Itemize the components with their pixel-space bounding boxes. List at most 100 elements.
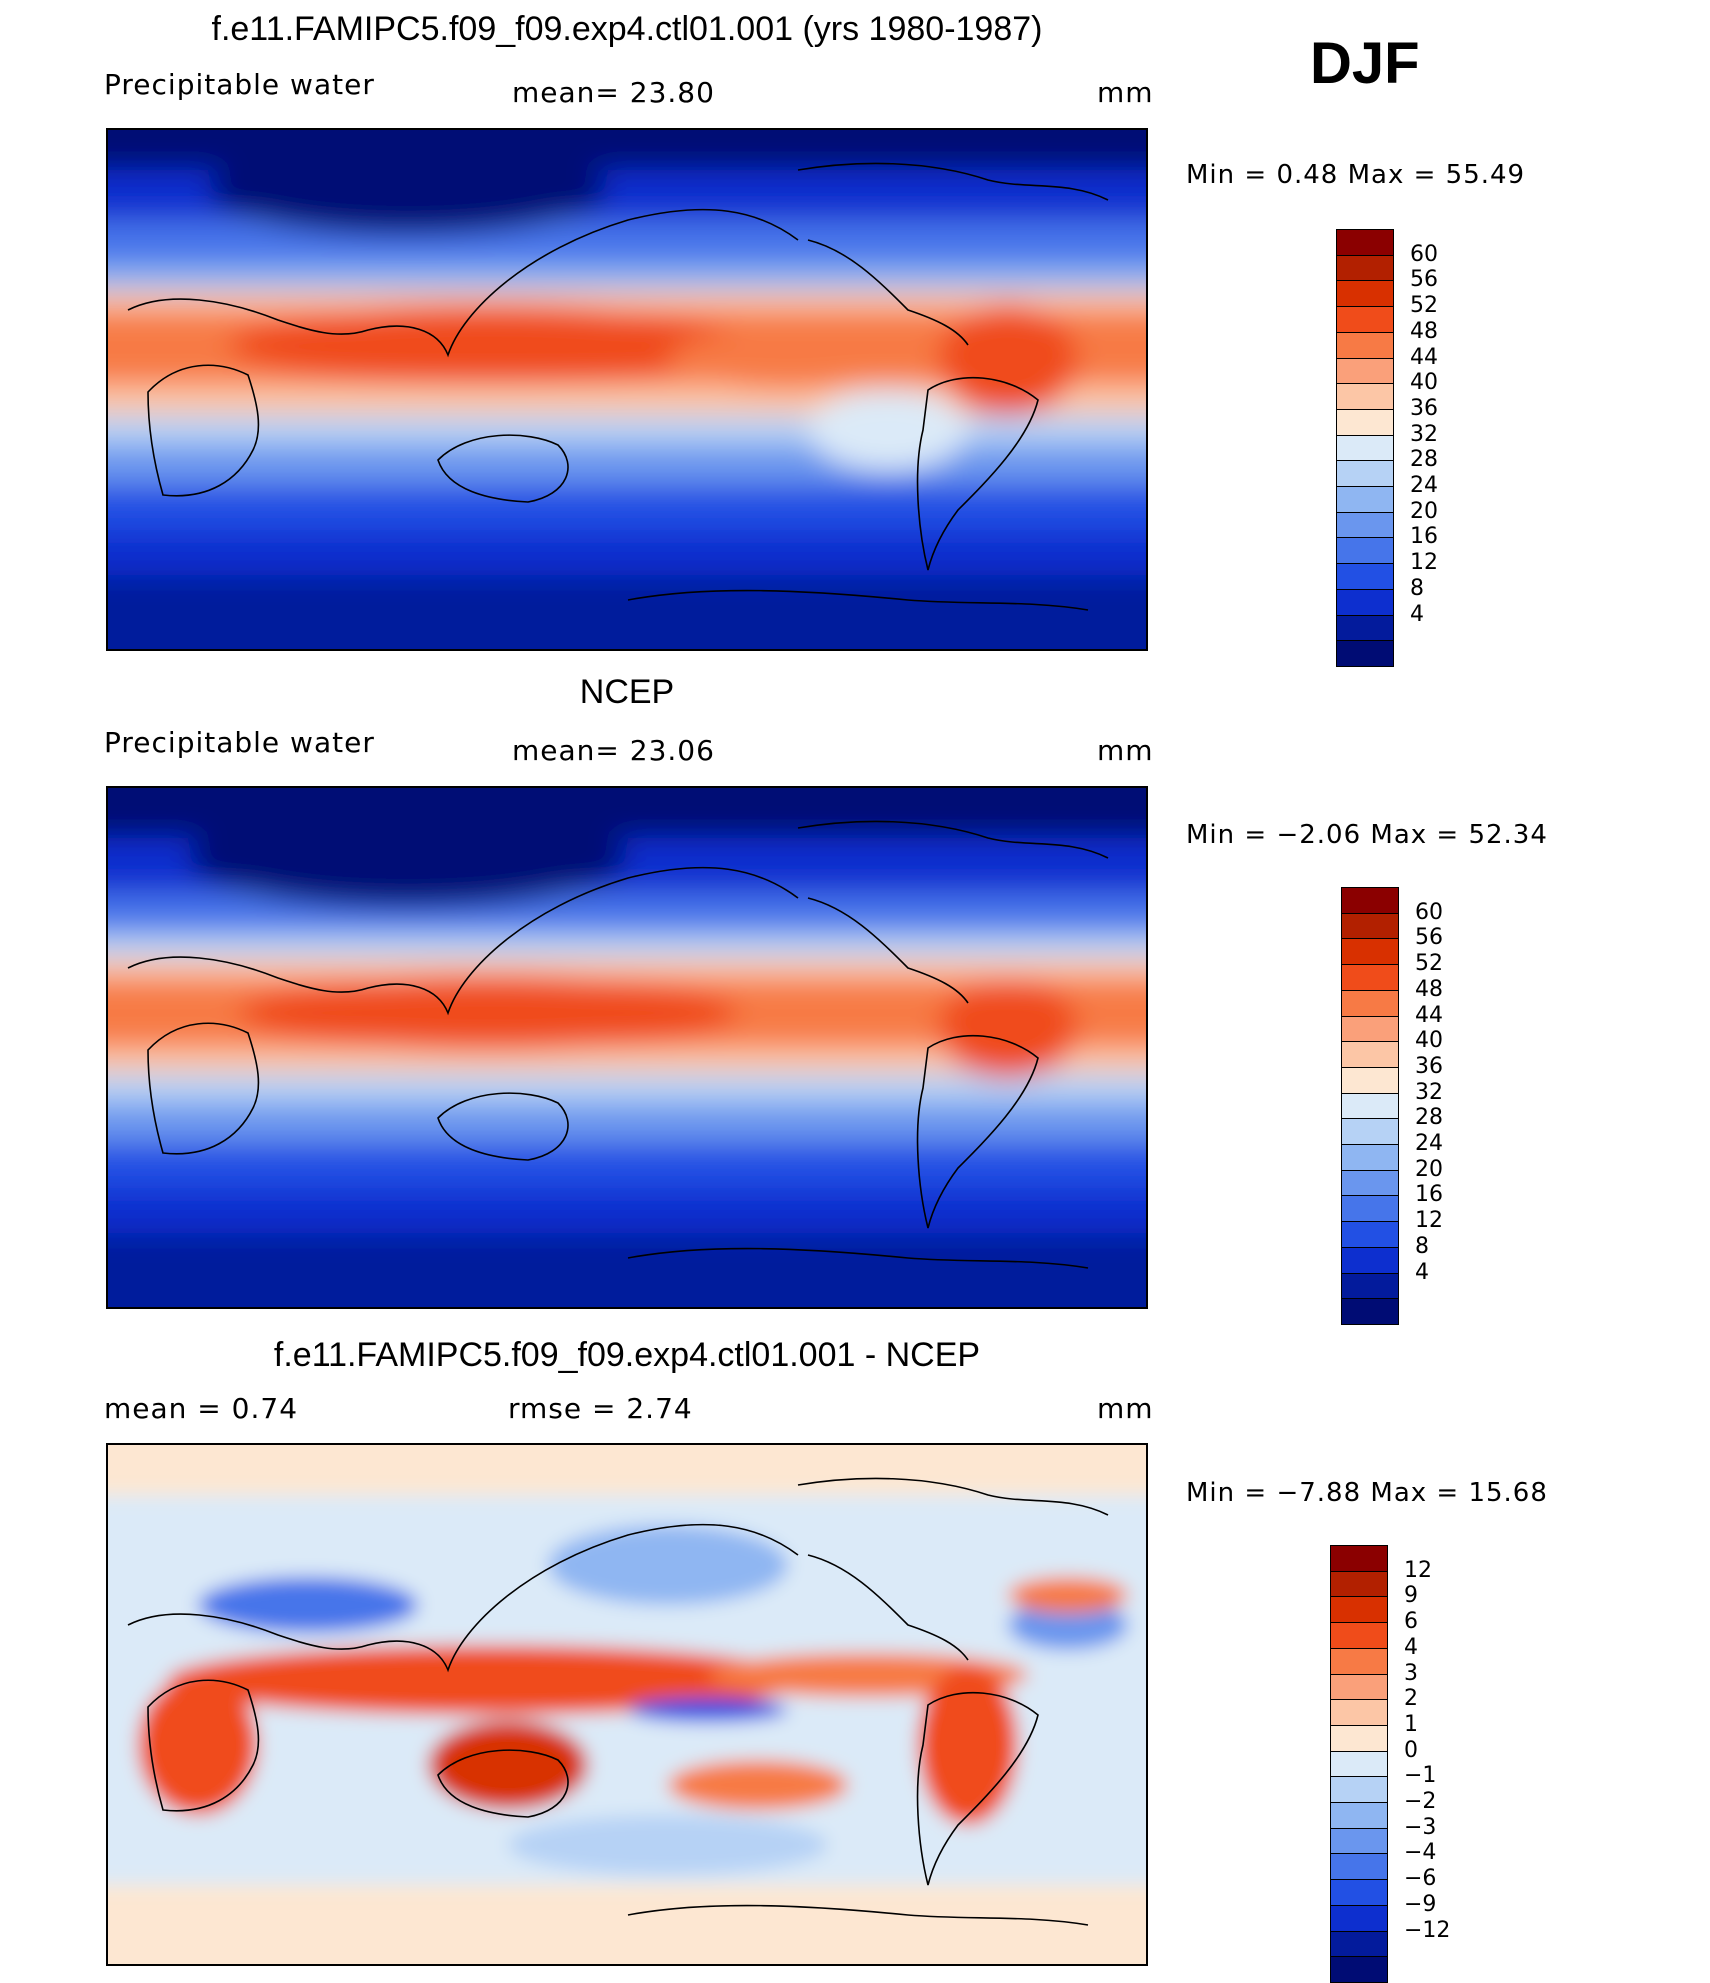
colorbar-label: 48 <box>1410 318 1438 344</box>
colorbar-label: 36 <box>1415 1053 1443 1079</box>
colorbar-label: 12 <box>1410 550 1438 576</box>
colorbar-swatch <box>1341 938 1399 966</box>
colorbar-swatch <box>1341 1118 1399 1145</box>
colorbar-swatch <box>1330 1853 1388 1881</box>
colorbar-label: −9 <box>1404 1891 1437 1917</box>
colorbar-swatch <box>1341 964 1399 991</box>
panel-2-title: NCEP <box>579 673 675 711</box>
colorbar-swatch <box>1341 1195 1399 1223</box>
colorbar-label: 60 <box>1410 241 1438 267</box>
colorbar-label: 12 <box>1415 1208 1443 1234</box>
colorbar-swatch <box>1330 1647 1388 1675</box>
colorbar-swatch <box>1330 1724 1388 1752</box>
panel-2-map-svg <box>108 788 1146 1307</box>
colorbar-label: 48 <box>1415 976 1443 1002</box>
colorbar-swatch <box>1330 1879 1388 1906</box>
panel-1-mean-label: mean= 23.80 <box>512 76 715 109</box>
colorbar-label: 32 <box>1410 421 1438 447</box>
colorbar-label: 6 <box>1404 1609 1418 1635</box>
colorbar-label: −1 <box>1404 1763 1437 1789</box>
colorbar-label: 44 <box>1410 344 1438 370</box>
colorbar-swatch <box>1336 434 1394 462</box>
colorbar-label: 4 <box>1410 601 1424 627</box>
colorbar-swatch <box>1330 1750 1388 1778</box>
colorbar-label: 8 <box>1415 1233 1429 1259</box>
panel-3-mean-label: mean = 0.74 <box>104 1392 299 1425</box>
colorbar-label: 52 <box>1415 951 1443 977</box>
panel-2-units: mm <box>1097 734 1154 767</box>
colorbar-label: 28 <box>1410 447 1438 473</box>
colorbar-swatch <box>1341 912 1399 940</box>
colorbar-swatch <box>1341 1066 1399 1094</box>
colorbar-label: 16 <box>1410 524 1438 550</box>
colorbar-swatch <box>1341 1221 1399 1248</box>
colorbar-label: 56 <box>1410 267 1438 293</box>
colorbar-label: 16 <box>1415 1182 1443 1208</box>
colorbar-swatch <box>1341 1041 1399 1068</box>
colorbar-swatch <box>1341 887 1399 914</box>
colorbar-swatch <box>1336 563 1394 590</box>
colorbar-swatch <box>1330 1622 1388 1649</box>
colorbar-swatch <box>1336 280 1394 308</box>
colorbar-label: 4 <box>1415 1259 1429 1285</box>
colorbar-swatch <box>1336 229 1394 256</box>
colorbar-swatch <box>1330 1827 1388 1855</box>
colorbar-swatch <box>1330 1596 1388 1624</box>
colorbar-label: 1 <box>1404 1711 1418 1737</box>
colorbar-swatch <box>1336 306 1394 333</box>
colorbar-label: 0 <box>1404 1737 1418 1763</box>
panel-3-units: mm <box>1097 1392 1154 1425</box>
colorbar-swatch <box>1330 1545 1388 1572</box>
panel-1-title: f.e11.FAMIPC5.f09_f09.exp4.ctl01.001 (yr… <box>211 10 1043 48</box>
colorbar-swatch <box>1341 989 1399 1017</box>
colorbar-label: 3 <box>1404 1660 1418 1686</box>
panel-1-units: mm <box>1097 76 1154 109</box>
colorbar-label: 24 <box>1410 473 1438 498</box>
colorbar-swatch <box>1336 537 1394 565</box>
colorbar-swatch <box>1336 357 1394 385</box>
panel-3-title: f.e11.FAMIPC5.f09_f09.exp4.ctl01.001 - N… <box>273 1336 981 1374</box>
colorbar-swatch <box>1336 331 1394 359</box>
colorbar-swatch <box>1330 1776 1388 1803</box>
colorbar-swatch <box>1341 1015 1399 1043</box>
colorbar-label: 24 <box>1415 1131 1443 1156</box>
colorbar-swatch <box>1336 614 1394 642</box>
colorbar-swatch <box>1336 588 1394 616</box>
colorbar-swatch <box>1330 1904 1388 1932</box>
panel-1-minmax: Min = 0.48 Max = 55.49 <box>1186 160 1526 190</box>
colorbar-label: 9 <box>1404 1583 1418 1609</box>
colorbar-swatch <box>1336 640 1394 667</box>
panel-1-variable-label: Precipitable water <box>104 68 375 101</box>
colorbar-swatch <box>1336 408 1394 436</box>
colorbar-label: 20 <box>1410 498 1438 524</box>
panel-3-map <box>106 1443 1148 1966</box>
colorbar-label: 12 <box>1404 1557 1432 1583</box>
colorbar-swatch <box>1341 1246 1399 1274</box>
colorbar-swatch <box>1336 254 1394 282</box>
panel-3-map-svg <box>108 1445 1146 1964</box>
panel-2-minmax: Min = −2.06 Max = 52.34 <box>1186 820 1548 850</box>
colorbar-swatch <box>1336 511 1394 539</box>
colorbar-label: 2 <box>1404 1686 1418 1712</box>
panel-1-map <box>106 128 1148 651</box>
panel-3-minmax: Min = −7.88 Max = 15.68 <box>1186 1478 1548 1508</box>
colorbar-swatch <box>1341 1144 1399 1171</box>
colorbar-label: 52 <box>1410 293 1438 319</box>
colorbar-label: 40 <box>1415 1028 1443 1054</box>
colorbar-label: −2 <box>1404 1789 1437 1814</box>
colorbar-label: 40 <box>1410 370 1438 396</box>
panel-1-map-svg <box>108 130 1146 649</box>
colorbar-label: 44 <box>1415 1002 1443 1028</box>
season-label: DJF <box>1310 31 1420 96</box>
colorbar-swatch <box>1336 460 1394 487</box>
colorbar-label: 20 <box>1415 1156 1443 1182</box>
colorbar-swatch <box>1341 1169 1399 1197</box>
colorbar-label: 28 <box>1415 1105 1443 1131</box>
panel-2-mean-label: mean= 23.06 <box>512 734 715 767</box>
colorbar-swatch <box>1330 1930 1388 1958</box>
colorbar-swatch <box>1330 1673 1388 1701</box>
colorbar-swatch <box>1336 486 1394 513</box>
colorbar-label: 36 <box>1410 395 1438 421</box>
colorbar-label: 8 <box>1410 575 1424 601</box>
panel-2-map <box>106 786 1148 1309</box>
